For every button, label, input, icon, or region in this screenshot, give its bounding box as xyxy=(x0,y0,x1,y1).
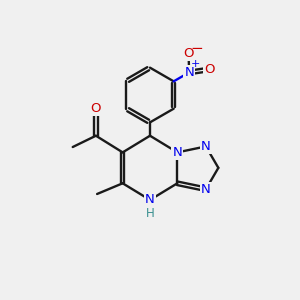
Text: N: N xyxy=(201,183,211,196)
Text: N: N xyxy=(172,146,182,159)
Text: +: + xyxy=(191,59,200,69)
Text: H: H xyxy=(146,206,155,220)
Text: N: N xyxy=(184,66,194,79)
Text: O: O xyxy=(183,46,194,60)
Text: −: − xyxy=(190,41,203,56)
Text: N: N xyxy=(201,140,211,153)
Text: O: O xyxy=(91,102,101,115)
Text: O: O xyxy=(204,63,214,76)
Text: N: N xyxy=(145,194,155,206)
